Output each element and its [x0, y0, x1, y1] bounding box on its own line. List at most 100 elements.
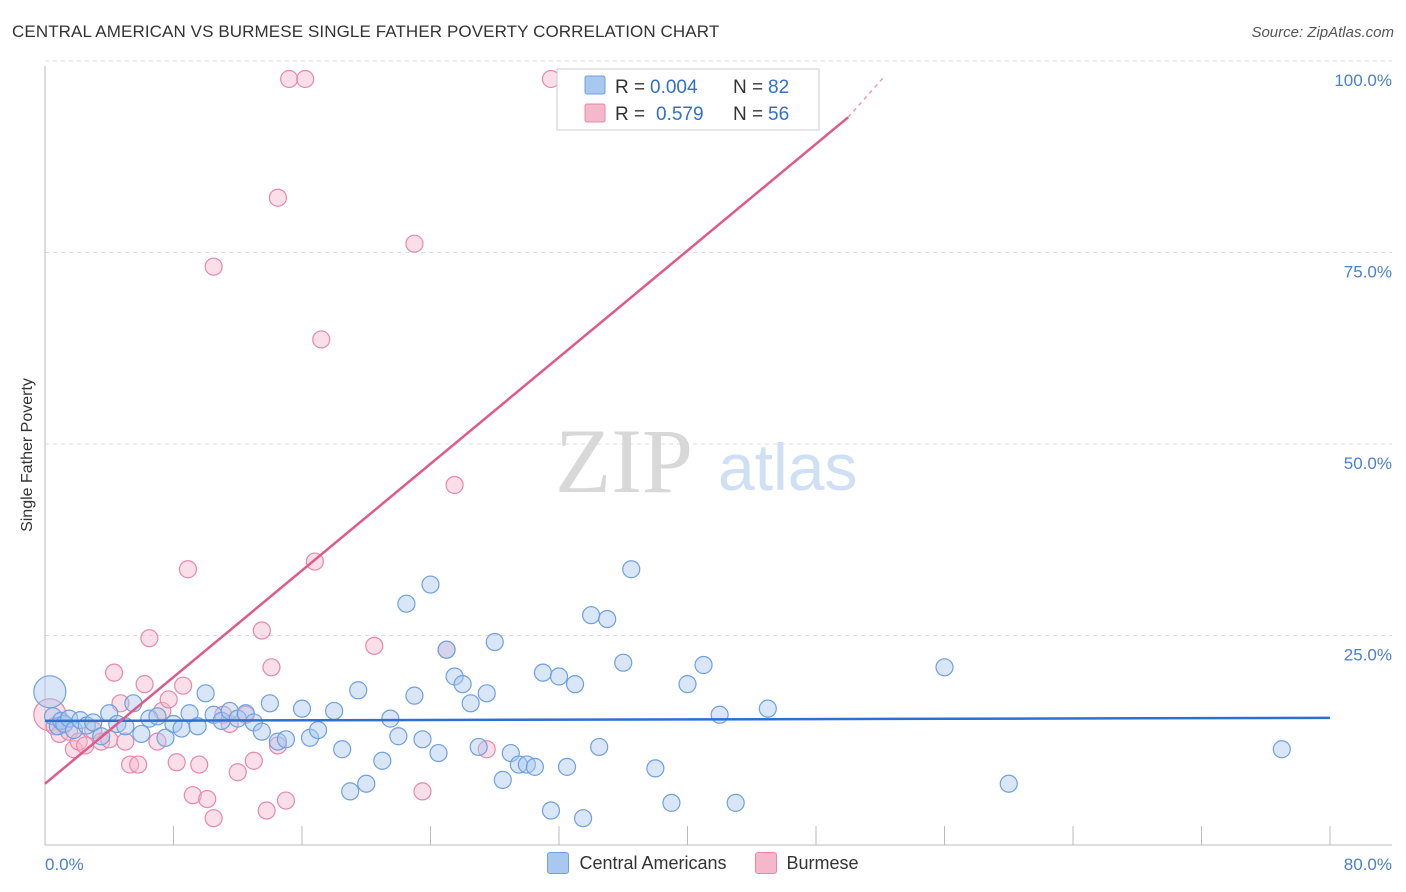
- burmese-point-40: [280, 69, 299, 89]
- central-american-point-55: [477, 684, 496, 703]
- burmese-swatch: [754, 852, 777, 874]
- legend-r-label-1: R =: [615, 77, 645, 98]
- central-american-point-82: [1272, 740, 1291, 759]
- central-american-point-44: [389, 727, 408, 746]
- burmese-point-26: [198, 789, 217, 809]
- central-american-point-79: [758, 699, 777, 718]
- burmese-trend-extension: [847, 76, 885, 118]
- source-label: Source: ZipAtlas.com: [1251, 24, 1394, 41]
- burmese-point-17: [140, 629, 159, 648]
- trend-lines: [44, 76, 1331, 785]
- central-american-point-69: [590, 737, 609, 757]
- central-american-point-42: [373, 751, 392, 770]
- central-american-point-40: [349, 681, 368, 700]
- legend-swatch-blue: [584, 75, 606, 95]
- burmese-point-21: [167, 753, 186, 772]
- burmese-point-46: [413, 782, 432, 801]
- burmese-point-20: [159, 690, 178, 709]
- central-american-point-23: [196, 684, 215, 703]
- central-american-point-70: [598, 609, 617, 629]
- central-american-point-41: [357, 774, 376, 793]
- correlation-legend: R = 0.004 N = 82 R = 0.579 N = 56: [556, 68, 820, 131]
- central-american-point-50: [437, 640, 456, 659]
- watermark: ZIP atlas: [555, 410, 857, 512]
- central-american-point-43: [381, 709, 400, 728]
- central-american-point-15: [132, 724, 151, 744]
- burmese-point-36: [262, 658, 281, 677]
- central-american-point-52: [453, 675, 472, 694]
- burmese-point-35: [257, 801, 276, 820]
- legend-n-label-2: N =: [733, 104, 763, 125]
- axes: [44, 66, 1392, 846]
- central-american-point-73: [646, 759, 665, 778]
- central-american-point-30: [252, 722, 271, 741]
- watermark-atlas: atlas: [718, 430, 857, 504]
- legend-r-value-2: 0.579: [656, 104, 704, 125]
- chart-title: CENTRAL AMERICAN VS BURMESE SINGLE FATHE…: [12, 22, 720, 41]
- burmese-point-38: [268, 188, 288, 207]
- y-tick-label-50: 50.0%: [1344, 454, 1392, 473]
- central-american-point-77: [710, 705, 729, 724]
- central-american-point-81: [999, 774, 1018, 793]
- central-american-points: [33, 560, 1291, 828]
- burmese-point-13: [116, 732, 135, 751]
- legend-r-value-1: 0.004: [650, 77, 698, 98]
- central-american-trend-line: [44, 716, 1331, 723]
- burmese-point-48: [445, 475, 464, 495]
- central-american-point-17: [148, 707, 167, 726]
- watermark-zip: ZIP: [555, 410, 693, 512]
- central-american-point-38: [333, 740, 352, 759]
- central-american-point-80: [935, 658, 954, 677]
- central-american-point-64: [549, 667, 569, 686]
- central-american-point-34: [292, 699, 312, 718]
- central-americans-label: Central Americans: [579, 852, 727, 873]
- central-american-point-66: [565, 675, 585, 694]
- y-tick-label-25: 25.0%: [1344, 646, 1392, 665]
- central-american-point-76: [694, 655, 713, 675]
- central-americans-swatch: [547, 852, 570, 874]
- legend-n-value-1: 82: [768, 77, 789, 98]
- central-american-point-48: [421, 575, 440, 594]
- central-american-point-78: [726, 793, 745, 812]
- central-american-point-72: [622, 560, 641, 579]
- burmese-point-15: [129, 755, 148, 774]
- y-tick-label-100: 100.0%: [1334, 71, 1392, 90]
- central-american-point-0: [33, 675, 67, 709]
- burmese-point-11: [104, 663, 124, 682]
- central-american-point-54: [469, 737, 488, 757]
- series-legend: Central Americans Burmese: [0, 852, 1406, 874]
- burmese-point-39: [276, 791, 296, 810]
- burmese-point-45: [405, 234, 424, 253]
- central-american-point-63: [541, 801, 561, 820]
- grid-lines: [45, 60, 1392, 636]
- burmese-point-28: [204, 257, 223, 276]
- central-american-point-31: [260, 694, 279, 713]
- central-american-point-47: [413, 730, 432, 749]
- central-american-point-9: [84, 713, 103, 732]
- central-american-point-20: [172, 719, 191, 738]
- central-american-point-65: [557, 757, 577, 776]
- central-american-point-67: [573, 809, 593, 828]
- burmese-label: Burmese: [786, 852, 859, 873]
- legend-n-label-1: N =: [733, 77, 763, 98]
- central-american-point-18: [156, 728, 175, 747]
- central-american-point-56: [485, 632, 504, 652]
- central-american-point-53: [461, 694, 480, 713]
- legend-r-label-2: R =: [615, 104, 645, 125]
- x-tick-label-max: 80.0%: [1344, 855, 1392, 874]
- central-american-point-49: [429, 743, 448, 763]
- burmese-point-16: [135, 675, 154, 694]
- legend-item-burmese: Burmese: [754, 852, 859, 874]
- central-american-point-45: [397, 594, 416, 613]
- central-american-point-22: [188, 717, 207, 736]
- burmese-point-23: [178, 560, 198, 579]
- central-american-point-71: [614, 653, 633, 672]
- burmese-point-34: [252, 621, 271, 640]
- burmese-point-43: [312, 330, 331, 349]
- central-american-point-33: [276, 730, 296, 749]
- central-american-point-74: [662, 793, 681, 812]
- burmese-point-25: [190, 755, 209, 774]
- burmese-point-24: [183, 786, 202, 805]
- burmese-point-33: [244, 751, 263, 770]
